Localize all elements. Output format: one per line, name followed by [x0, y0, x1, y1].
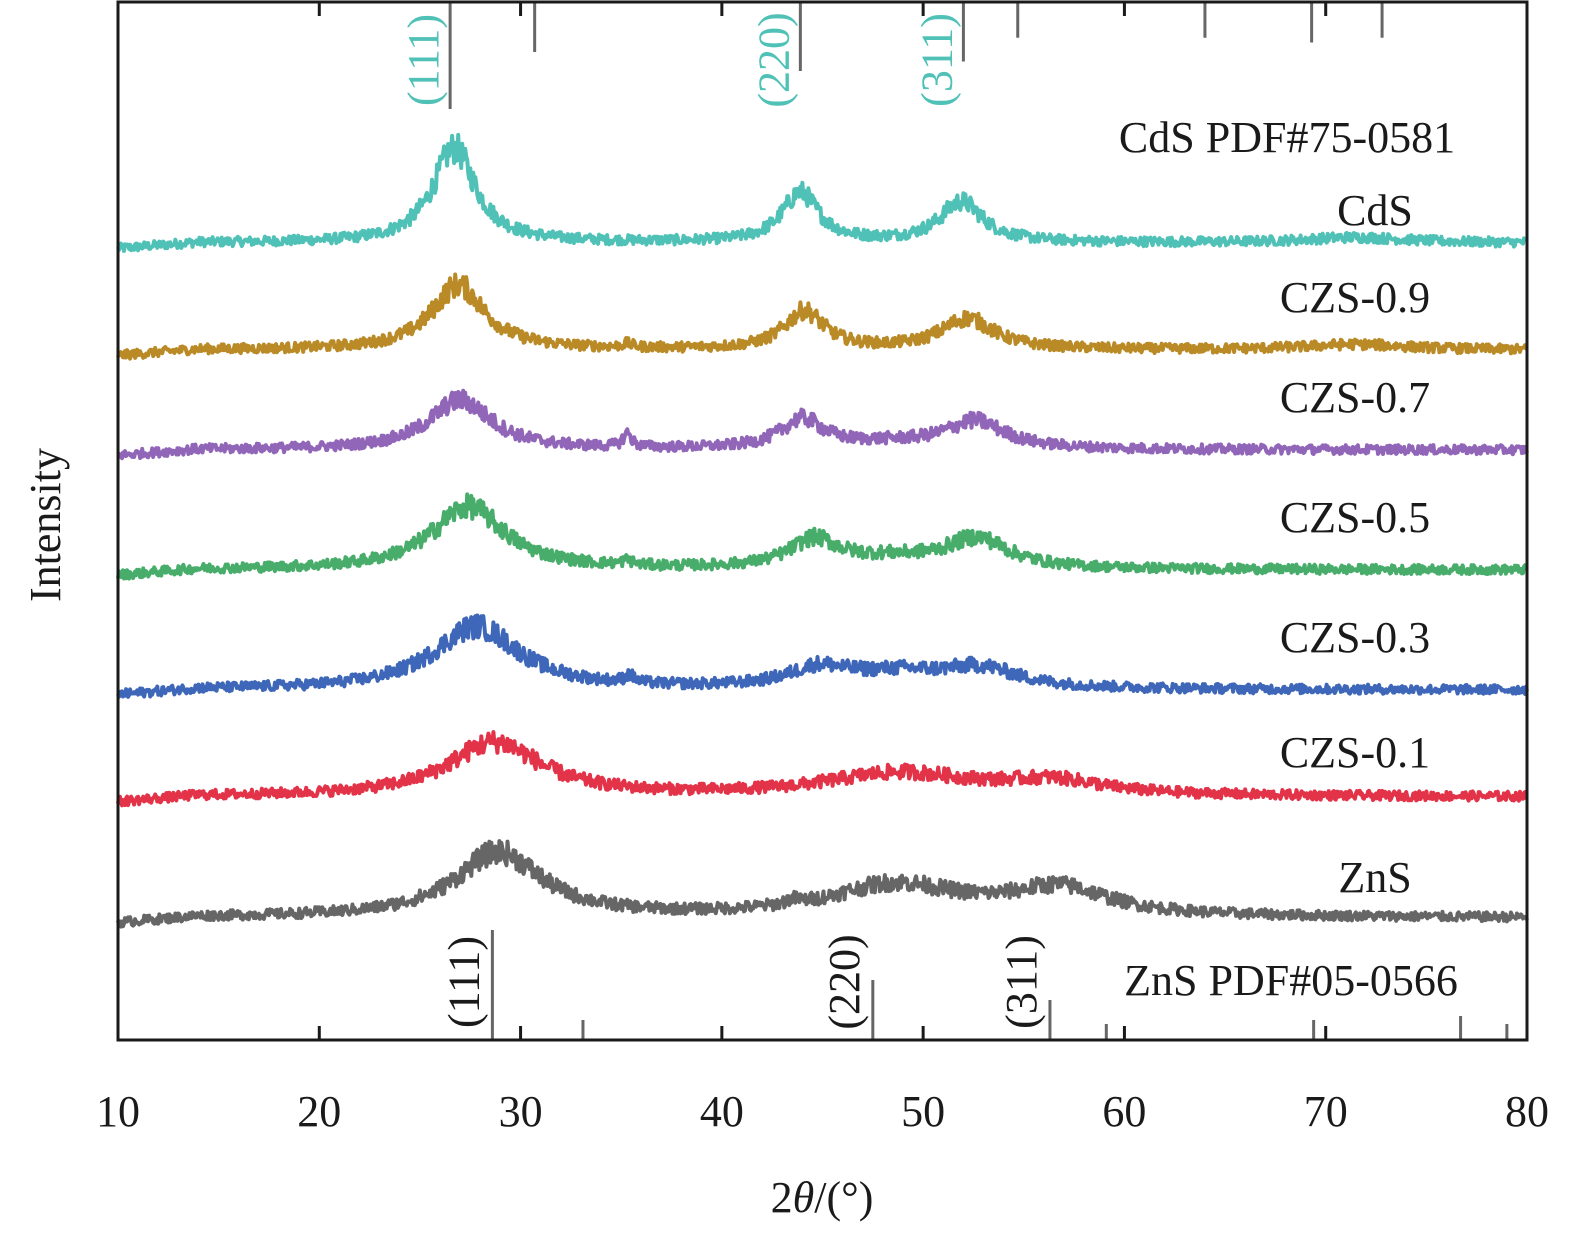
- zns-reference-lines: (111) (220) (311) ZnS PDF#05-0566: [439, 930, 1509, 1040]
- series-label: CZS-0.9: [1280, 273, 1430, 322]
- zns-hkl-label: (311): [997, 935, 1046, 1029]
- series-line: [116, 839, 1529, 929]
- cds-hkl-label: (220): [749, 12, 798, 107]
- zns-reference-label: ZnS PDF#05-0566: [1124, 956, 1458, 1005]
- series-label: ZnS: [1338, 853, 1411, 902]
- x-tick-label: 80: [1505, 1087, 1549, 1136]
- x-tick-label: 20: [297, 1087, 341, 1136]
- series-cds: [116, 132, 1528, 253]
- cds-reference-lines: (111) (220) (311) CdS PDF#75-0581: [399, 2, 1455, 162]
- series-label: CZS-0.7: [1280, 373, 1430, 422]
- series-label: CdS: [1337, 186, 1413, 235]
- zns-hkl-label: (220): [820, 934, 869, 1029]
- x-tick-label: 10: [96, 1087, 140, 1136]
- series-line: [116, 613, 1529, 699]
- x-axis-label-prefix: 2: [771, 1173, 793, 1222]
- x-tick-label: 30: [499, 1087, 543, 1136]
- axes: [116, 0, 1529, 1042]
- series-czs-0-9: [116, 272, 1529, 361]
- series-czs-0-5: [116, 492, 1529, 581]
- series-labels: CdS CZS-0.9 CZS-0.7 CZS-0.5 CZS-0.3 CZS-0.1 Zn…: [1280, 186, 1430, 902]
- y-axis-label: Intensity: [21, 448, 70, 602]
- series-label: CZS-0.5: [1280, 493, 1430, 542]
- series-label: CZS-0.3: [1280, 613, 1430, 662]
- x-tick-label: 60: [1102, 1087, 1146, 1136]
- plot-frame: [116, 0, 1529, 1042]
- cds-hkl-label: (311): [912, 13, 961, 107]
- series-line: [116, 272, 1529, 361]
- series-line: [117, 388, 1529, 461]
- series-line: [116, 132, 1528, 253]
- series-zns: [116, 839, 1529, 929]
- series-layer: [116, 132, 1529, 929]
- zns-hkl-label: (111): [439, 936, 488, 1028]
- series-line: [116, 730, 1529, 808]
- x-axis-label-theta: θ: [793, 1173, 815, 1222]
- x-axis-label: 2θ/(°): [771, 1173, 874, 1222]
- series-line: [116, 492, 1529, 581]
- series-czs-0-3: [116, 613, 1529, 699]
- series-czs-0-7: [117, 388, 1529, 461]
- cds-reference-label: CdS PDF#75-0581: [1119, 113, 1455, 162]
- x-axis-label-suffix: /(°): [814, 1173, 873, 1222]
- x-tick-label: 50: [901, 1087, 945, 1136]
- x-tick-label: 70: [1304, 1087, 1348, 1136]
- x-ticks: 10 20 30 40 50 60 70 80: [96, 2, 1549, 1136]
- series-czs-0-1: [116, 730, 1529, 808]
- x-tick-label: 40: [700, 1087, 744, 1136]
- series-label: CZS-0.1: [1280, 728, 1430, 777]
- cds-hkl-label: (111): [399, 14, 448, 106]
